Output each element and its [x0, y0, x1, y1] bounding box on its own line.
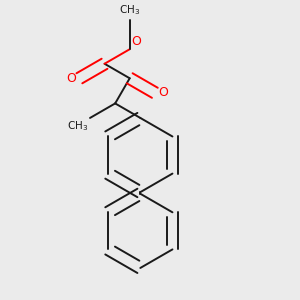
Text: O: O — [158, 86, 168, 99]
Text: CH$_3$: CH$_3$ — [67, 120, 88, 134]
Text: O: O — [131, 34, 141, 48]
Text: CH$_3$: CH$_3$ — [119, 3, 140, 17]
Text: O: O — [66, 72, 76, 85]
